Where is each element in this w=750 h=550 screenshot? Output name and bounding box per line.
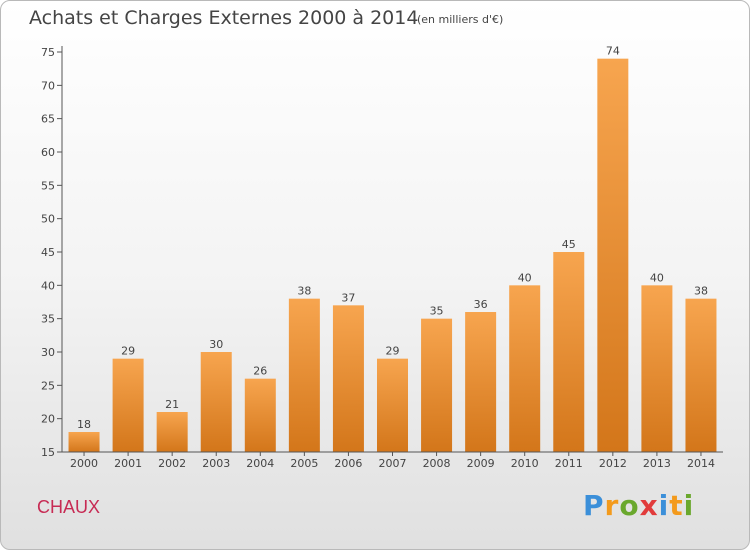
bar-2004: [244, 378, 276, 452]
bar-2013: [641, 285, 673, 452]
logo-letter: r: [604, 489, 620, 522]
logo-letter: P: [583, 489, 605, 522]
data-label-2013: 40: [650, 271, 664, 284]
y-tick-label-25: 25: [41, 379, 55, 392]
logo-letter: i: [683, 489, 695, 522]
bar-2003: [200, 352, 232, 452]
y-tick-label-15: 15: [41, 446, 55, 459]
logo-letter: o: [619, 489, 640, 522]
data-label-2011: 45: [562, 238, 576, 251]
bar-2008: [421, 318, 453, 452]
commune-name: CHAUX: [37, 497, 101, 517]
y-tick-label-20: 20: [41, 413, 55, 426]
bar-2007: [377, 358, 408, 452]
bar-2002: [156, 412, 188, 452]
y-tick-label-40: 40: [41, 279, 55, 292]
chart-subtitle: (en milliers d'€): [417, 13, 504, 26]
data-label-2003: 30: [209, 338, 223, 351]
bar-2009: [465, 312, 497, 452]
x-tick-label-2010: 2010: [511, 457, 539, 470]
data-label-2007: 29: [386, 345, 400, 358]
bar-2000: [68, 432, 100, 452]
data-label-2014: 38: [694, 285, 708, 298]
logo-letter: t: [669, 489, 684, 522]
y-tick-label-60: 60: [41, 146, 55, 159]
x-tick-label-2011: 2011: [555, 457, 583, 470]
axes-group: 15 20 25 30 35 40 45 50 55 60 65 70 75 2000 2001 2002 20…: [41, 46, 723, 470]
bar-2011: [553, 252, 585, 452]
x-tick-label-2012: 2012: [599, 457, 627, 470]
x-tick-label-2004: 2004: [246, 457, 274, 470]
bar-2012: [597, 58, 629, 453]
y-tick-label-50: 50: [41, 213, 55, 226]
data-label-2010: 40: [518, 271, 532, 284]
y-tick-label-75: 75: [41, 46, 55, 59]
y-tick-label-55: 55: [41, 179, 55, 192]
bar-2001: [112, 358, 144, 452]
x-tick-label-2006: 2006: [334, 457, 362, 470]
data-label-2002: 21: [165, 398, 179, 411]
x-tick-label-2002: 2002: [158, 457, 186, 470]
bar-2005: [288, 298, 320, 452]
data-label-2004: 26: [253, 365, 267, 378]
data-label-2012: 74: [606, 45, 620, 58]
data-label-2009: 36: [474, 298, 488, 311]
y-tick-label-65: 65: [41, 113, 55, 126]
data-label-2001: 29: [121, 345, 135, 358]
bar-2006: [332, 305, 364, 452]
chart-title: Achats et Charges Externes 2000 à 2014: [29, 7, 419, 29]
data-label-2008: 35: [430, 305, 444, 318]
x-tick-label-2001: 2001: [114, 457, 142, 470]
y-tick-label-45: 45: [41, 246, 55, 259]
x-tick-label-2008: 2008: [423, 457, 451, 470]
x-tick-label-2005: 2005: [290, 457, 318, 470]
y-tick-label-70: 70: [41, 79, 55, 92]
proxiti-logo[interactable]: Proxiti: [583, 489, 694, 522]
data-label-2005: 38: [297, 285, 311, 298]
x-tick-label-2013: 2013: [643, 457, 671, 470]
bar-2014: [685, 298, 717, 452]
x-tick-label-2000: 2000: [70, 457, 98, 470]
x-tick-label-2009: 2009: [467, 457, 495, 470]
bar-2010: [509, 285, 541, 452]
x-tick-label-2007: 2007: [379, 457, 407, 470]
data-label-2000: 18: [77, 418, 91, 431]
data-label-2006: 37: [341, 291, 355, 304]
y-tick-label-35: 35: [41, 313, 55, 326]
logo-letter: x: [639, 489, 659, 522]
y-tick-label-30: 30: [41, 346, 55, 359]
logo-letter: i: [658, 489, 670, 522]
x-tick-label-2003: 2003: [202, 457, 230, 470]
bars-group: 18 29 21 30 26 38 37 29 35 36 40 45 74 40 38: [68, 45, 717, 453]
x-tick-label-2014: 2014: [687, 457, 715, 470]
